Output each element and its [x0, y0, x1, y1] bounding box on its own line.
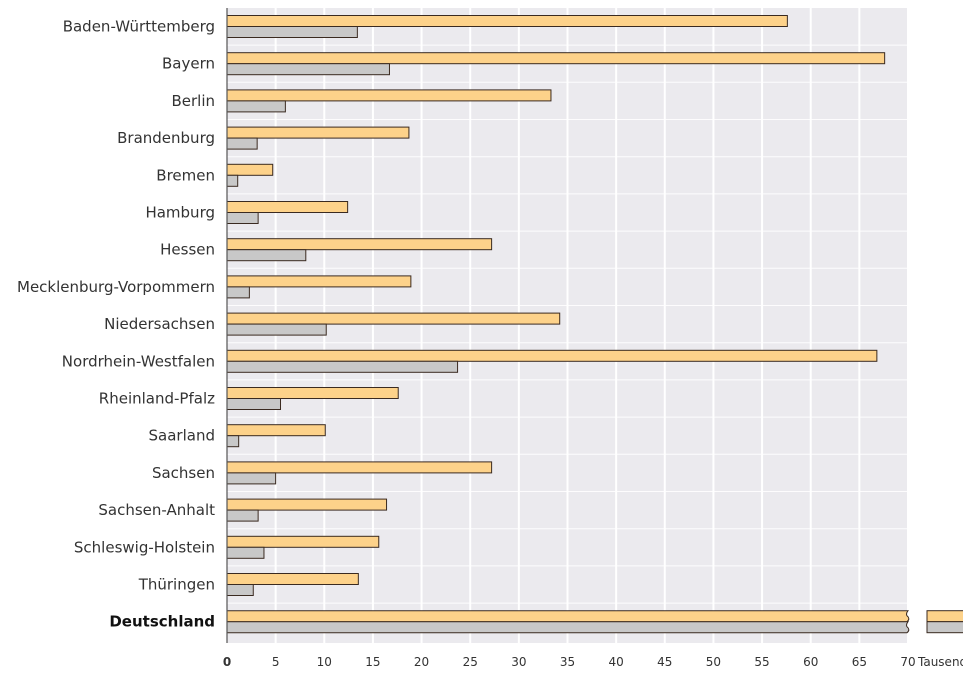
- category-label: Brandenburg: [117, 129, 215, 147]
- bar-series1-11: [226, 424, 326, 437]
- category-label: Berlin: [171, 92, 215, 110]
- x-tick-label: 50: [706, 655, 721, 669]
- category-label: Bremen: [156, 166, 215, 184]
- category-label: Schleswig-Holstein: [74, 538, 215, 556]
- bar-series1-10: [226, 387, 399, 399]
- category-label: Thüringen: [138, 576, 215, 594]
- bar-series2-4: [226, 174, 239, 187]
- x-tick-label: 70: [900, 655, 915, 669]
- bar-series2-2: [226, 100, 286, 113]
- unit-label: Tausend: [917, 655, 963, 669]
- category-label: Hessen: [160, 241, 215, 259]
- bar-series1-4: [226, 163, 274, 176]
- bar-series1-3: [226, 126, 410, 139]
- category-label: Sachsen: [152, 464, 215, 482]
- bar-series1-9: [226, 349, 878, 362]
- bar-series1-6: [226, 238, 493, 251]
- category-label: Rheinland-Pfalz: [99, 390, 215, 408]
- bar-series2-6: [226, 249, 307, 262]
- bar-series2-7: [226, 286, 250, 299]
- x-tick-label: 60: [803, 655, 818, 669]
- bar-series1-14: [226, 535, 380, 548]
- x-tick-label: 40: [609, 655, 624, 669]
- bar-series1-12: [226, 461, 493, 474]
- x-tick-label: 35: [560, 655, 575, 669]
- bar-series1-13: [226, 498, 388, 511]
- x-tick-label: 45: [657, 655, 672, 669]
- category-label: Nordrhein-Westfalen: [62, 352, 215, 370]
- bar-series1-1: [226, 52, 886, 65]
- bar-series2-13: [226, 509, 259, 522]
- bar-series2-11: [226, 435, 240, 448]
- bar-series2-1: [226, 63, 390, 76]
- category-label: Baden-Württemberg: [63, 18, 215, 36]
- x-tick-label: 15: [365, 655, 380, 669]
- bar-break-stub-series1: [926, 610, 963, 623]
- bar-series1-7: [226, 275, 412, 288]
- x-tick-label: 20: [414, 655, 429, 669]
- category-label: Sachsen-Anhalt: [98, 501, 215, 519]
- bar-series2-15: [226, 584, 254, 596]
- bar-series1-15: [226, 573, 359, 585]
- bar-series2-9: [226, 360, 459, 373]
- category-label: Mecklenburg-Vorpommern: [17, 278, 215, 296]
- bar-series1-0: [226, 15, 788, 27]
- x-tick-label: 25: [463, 655, 478, 669]
- category-label: Hamburg: [145, 204, 215, 222]
- x-tick-label: 30: [511, 655, 526, 669]
- bar-series1-8: [226, 312, 561, 325]
- category-label: Saarland: [149, 427, 215, 445]
- x-tick-label: 65: [852, 655, 867, 669]
- category-label: Niedersachsen: [104, 315, 215, 333]
- bar-series1-2: [226, 89, 552, 102]
- bar-series2-10: [226, 398, 282, 410]
- bar-series2-16: [226, 621, 910, 634]
- category-label: Bayern: [162, 55, 215, 73]
- bar-series2-12: [226, 472, 277, 485]
- bar-series1-16: [226, 610, 910, 623]
- bar-series2-5: [226, 212, 259, 224]
- x-tick-label: 0: [223, 655, 231, 669]
- x-tick-label: 55: [754, 655, 769, 669]
- bar-break-stub-series2: [926, 621, 963, 634]
- x-tick-label: 5: [272, 655, 280, 669]
- bar-series2-14: [226, 546, 265, 559]
- bar-series2-8: [226, 323, 327, 336]
- x-tick-label: 10: [317, 655, 332, 669]
- bar-series2-0: [226, 26, 358, 38]
- bar-series2-3: [226, 137, 258, 150]
- category-label: Deutschland: [109, 613, 215, 631]
- bar-series1-5: [226, 201, 349, 213]
